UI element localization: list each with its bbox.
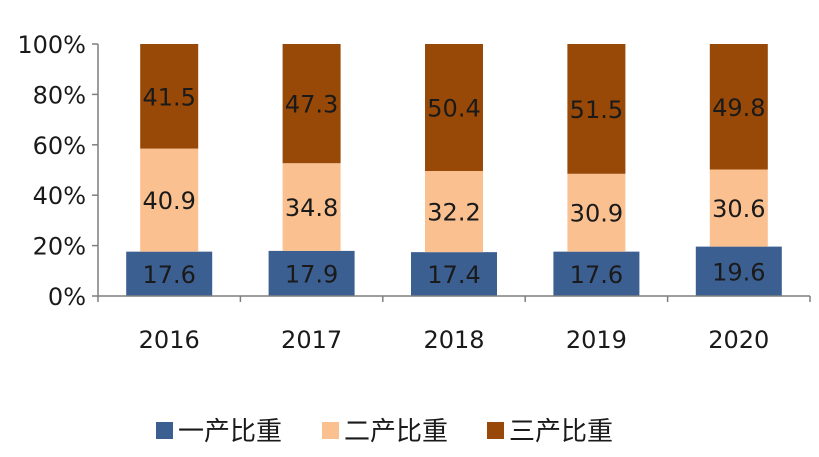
y-tick-label: 0% bbox=[48, 283, 86, 311]
data-labels-layer: 17.6 40.9 41.5 17.9 34.8 47.3 17.4 32.2 50.4 17.6… bbox=[142, 83, 765, 289]
y-tick-label: 40% bbox=[33, 182, 86, 210]
bar-2-2020 bbox=[709, 169, 768, 247]
bars-layer bbox=[126, 44, 782, 296]
data-label-1-2019: 17.6 bbox=[570, 261, 623, 289]
x-tick-label: 2019 bbox=[566, 326, 627, 354]
data-label-1-2020: 19.6 bbox=[712, 258, 765, 286]
data-label-1-2017: 17.9 bbox=[285, 260, 338, 288]
bar-1-2016 bbox=[126, 251, 213, 296]
data-label-2-2018: 32.2 bbox=[427, 199, 480, 227]
bar-1-2019 bbox=[553, 251, 640, 296]
legend-label-2: 二产比重 bbox=[344, 417, 448, 447]
y-tick-label: 60% bbox=[33, 132, 86, 160]
data-label-2-2019: 30.9 bbox=[570, 200, 623, 228]
data-label-2-2016: 40.9 bbox=[142, 187, 195, 215]
data-label-3-2016: 41.5 bbox=[142, 83, 195, 111]
x-tick-label: 2016 bbox=[139, 326, 200, 354]
data-label-3-2019: 51.5 bbox=[570, 96, 623, 124]
bar-2-2019 bbox=[567, 173, 626, 252]
x-tick-label: 2020 bbox=[708, 326, 769, 354]
legend-label-1: 一产比重 bbox=[178, 417, 282, 447]
bar-2-2018 bbox=[425, 171, 483, 253]
bar-1-2018 bbox=[411, 252, 497, 296]
y-tick-label: 20% bbox=[33, 233, 86, 261]
data-label-2-2020: 30.6 bbox=[712, 195, 765, 223]
data-label-1-2018: 17.4 bbox=[427, 261, 480, 289]
bar-1-2017 bbox=[268, 250, 355, 296]
legend-swatch-2 bbox=[322, 422, 339, 439]
data-label-3-2018: 50.4 bbox=[427, 95, 480, 123]
axes-layer: 0% 20% 40% 60% 80% 100% 2016 2017 2018 2019 2020 bbox=[17, 31, 811, 354]
bar-3-2017 bbox=[282, 44, 341, 164]
bar-3-2016 bbox=[140, 44, 199, 149]
bar-2-2017 bbox=[282, 163, 341, 251]
y-tick-label: 80% bbox=[33, 81, 86, 109]
data-label-3-2017: 47.3 bbox=[285, 91, 338, 119]
legend-label-3: 三产比重 bbox=[509, 417, 613, 447]
x-tick-label: 2018 bbox=[423, 326, 484, 354]
data-label-2-2017: 34.8 bbox=[285, 194, 338, 222]
legend: 一产比重 二产比重 三产比重 bbox=[156, 417, 613, 447]
bar-3-2018 bbox=[425, 44, 483, 172]
data-label-3-2020: 49.8 bbox=[712, 94, 765, 122]
bar-3-2019 bbox=[567, 44, 626, 174]
data-label-1-2016: 17.6 bbox=[142, 261, 195, 289]
x-tick-label: 2017 bbox=[281, 326, 342, 354]
bar-2-2016 bbox=[140, 148, 199, 252]
legend-swatch-3 bbox=[487, 422, 504, 439]
bar-1-2020 bbox=[695, 246, 782, 296]
y-tick-label: 100% bbox=[17, 31, 86, 59]
legend-swatch-1 bbox=[156, 422, 173, 439]
bar-3-2020 bbox=[709, 44, 768, 170]
